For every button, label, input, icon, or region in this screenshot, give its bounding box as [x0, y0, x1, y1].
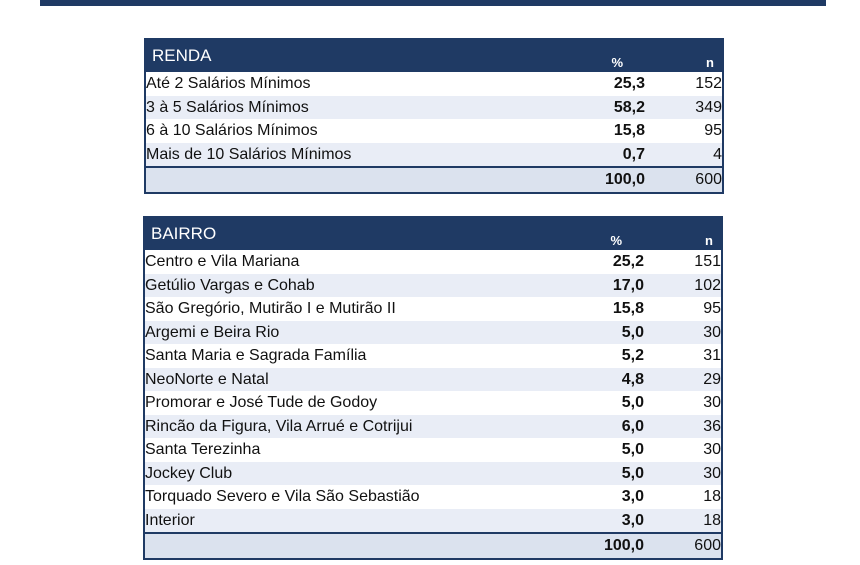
bairro-title: BAIRRO: [144, 217, 524, 250]
row-n: 151: [644, 250, 722, 274]
row-label: Santa Terezinha: [144, 438, 524, 462]
table-row: Getúlio Vargas e Cohab 17,0 102: [144, 273, 722, 297]
row-n: 4: [645, 142, 723, 167]
bairro-col-n: n: [644, 217, 722, 250]
row-pct: 3,0: [524, 508, 644, 533]
table-row: São Gregório, Mutirão I e Mutirão II 15,8…: [144, 297, 722, 321]
row-label: Argemi e Beira Rio: [144, 320, 524, 344]
renda-total-pct: 100,0: [525, 166, 645, 193]
row-pct: 17,0: [524, 273, 644, 297]
row-label: Até 2 Salários Mínimos: [145, 72, 525, 96]
row-label: Mais de 10 Salários Mínimos: [145, 142, 525, 167]
table-row: Interior 3,0 18: [144, 508, 722, 533]
row-n: 31: [644, 344, 722, 368]
renda-body: Até 2 Salários Mínimos 25,3 152 3 à 5 Salár…: [145, 72, 723, 167]
row-n: 29: [644, 367, 722, 391]
table-row: Argemi e Beira Rio 5,0 30: [144, 320, 722, 344]
renda-col-n: n: [645, 39, 723, 72]
bairro-total-pct: 100,0: [524, 532, 644, 559]
row-pct: 5,0: [524, 461, 644, 485]
row-pct: 15,8: [525, 119, 645, 143]
bairro-total-label: [144, 532, 524, 559]
renda-total-label: [145, 166, 525, 193]
table-row: 6 à 10 Salários Mínimos 15,8 95: [145, 119, 723, 143]
row-label: 6 à 10 Salários Mínimos: [145, 119, 525, 143]
table-row: Rincão da Figura, Vila Arrué e Cotrijui 6…: [144, 414, 722, 438]
row-pct: 4,8: [524, 367, 644, 391]
table-row: Mais de 10 Salários Mínimos 0,7 4: [145, 142, 723, 167]
row-label: Torquado Severo e Vila São Sebastião: [144, 485, 524, 509]
row-pct: 15,8: [524, 297, 644, 321]
row-n: 18: [644, 508, 722, 533]
renda-total-n: 600: [645, 166, 723, 193]
renda-title: RENDA: [145, 39, 525, 72]
renda-table: RENDA % n Até 2 Salários Mínimos 25,3 152 3…: [144, 38, 724, 194]
row-n: 30: [644, 320, 722, 344]
row-label: Santa Maria e Sagrada Família: [144, 344, 524, 368]
row-label: 3 à 5 Salários Mínimos: [145, 95, 525, 119]
row-pct: 5,2: [524, 344, 644, 368]
bairro-table: BAIRRO % n Centro e Vila Mariana 25,2 151 G…: [143, 216, 723, 560]
row-pct: 6,0: [524, 414, 644, 438]
table-row: Jockey Club 5,0 30: [144, 461, 722, 485]
row-pct: 5,0: [524, 391, 644, 415]
renda-header-row: RENDA % n: [145, 39, 723, 72]
row-label: São Gregório, Mutirão I e Mutirão II: [144, 297, 524, 321]
table-row: Torquado Severo e Vila São Sebastião 3,0 1…: [144, 485, 722, 509]
bairro-header-row: BAIRRO % n: [144, 217, 722, 250]
row-n: 349: [645, 95, 723, 119]
table-row: Promorar e José Tude de Godoy 5,0 30: [144, 391, 722, 415]
bairro-col-pct: %: [524, 217, 644, 250]
row-n: 152: [645, 72, 723, 96]
row-n: 102: [644, 273, 722, 297]
table-row: 3 à 5 Salários Mínimos 58,2 349: [145, 95, 723, 119]
row-pct: 5,0: [524, 320, 644, 344]
table-row: NeoNorte e Natal 4,8 29: [144, 367, 722, 391]
row-n: 30: [644, 461, 722, 485]
row-pct: 25,3: [525, 72, 645, 96]
bairro-total-n: 600: [644, 532, 722, 559]
row-n: 36: [644, 414, 722, 438]
row-label: Interior: [144, 508, 524, 533]
row-n: 18: [644, 485, 722, 509]
top-rule: [40, 0, 826, 6]
renda-total-row: 100,0 600: [145, 166, 723, 193]
row-pct: 58,2: [525, 95, 645, 119]
table-row: Centro e Vila Mariana 25,2 151: [144, 250, 722, 274]
bairro-body: Centro e Vila Mariana 25,2 151 Getúlio Varg…: [144, 250, 722, 533]
row-n: 30: [644, 391, 722, 415]
row-label: NeoNorte e Natal: [144, 367, 524, 391]
row-n: 95: [645, 119, 723, 143]
table-row: Até 2 Salários Mínimos 25,3 152: [145, 72, 723, 96]
row-n: 95: [644, 297, 722, 321]
bairro-total-row: 100,0 600: [144, 532, 722, 559]
row-label: Centro e Vila Mariana: [144, 250, 524, 274]
row-pct: 5,0: [524, 438, 644, 462]
table-row: Santa Terezinha 5,0 30: [144, 438, 722, 462]
row-label: Rincão da Figura, Vila Arrué e Cotrijui: [144, 414, 524, 438]
row-pct: 3,0: [524, 485, 644, 509]
renda-col-pct: %: [525, 39, 645, 72]
row-label: Promorar e José Tude de Godoy: [144, 391, 524, 415]
row-label: Jockey Club: [144, 461, 524, 485]
row-label: Getúlio Vargas e Cohab: [144, 273, 524, 297]
table-row: Santa Maria e Sagrada Família 5,2 31: [144, 344, 722, 368]
row-pct: 0,7: [525, 142, 645, 167]
row-n: 30: [644, 438, 722, 462]
row-pct: 25,2: [524, 250, 644, 274]
